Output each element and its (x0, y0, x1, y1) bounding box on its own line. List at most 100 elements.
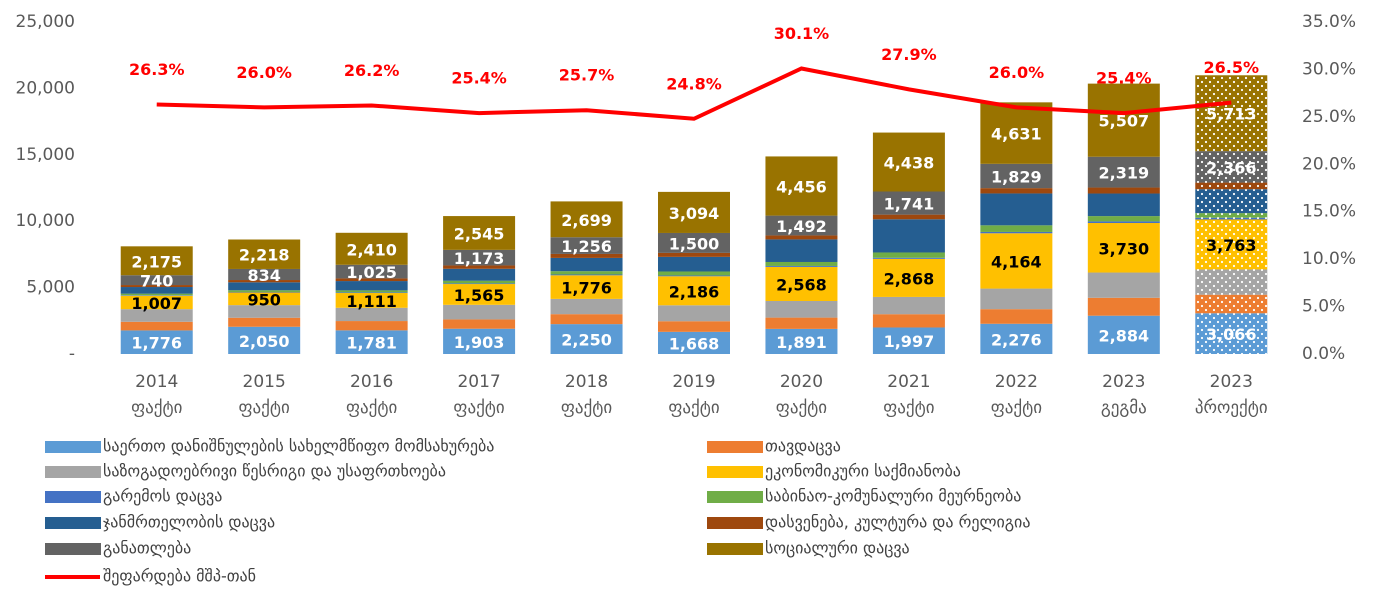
x-tick-label: 2022 ფაქტი (991, 372, 1042, 418)
bar-segment (765, 265, 838, 267)
bar-segment (120, 295, 193, 310)
bar-segment (443, 284, 516, 305)
x-tick-label: 2020 ფაქტი (776, 372, 827, 418)
bar-segment (228, 326, 301, 354)
bar-segment (120, 293, 193, 296)
y-tick-label: 20,000 (16, 78, 75, 98)
legend-label: თავდაცვა (765, 437, 841, 456)
bar-segment (550, 253, 623, 258)
data-label: 3,094 (669, 204, 720, 223)
bar-pattern (1195, 75, 1268, 152)
bar-segment (765, 266, 838, 301)
bar-segment (658, 275, 730, 277)
data-label: 5,507 (1099, 112, 1150, 131)
line-label: 25.7% (559, 66, 615, 85)
bar-segment (765, 215, 838, 236)
data-label: 1,007 (131, 294, 182, 313)
bar-pattern (1195, 182, 1268, 190)
bar-segment (658, 276, 730, 306)
y-tick-label: 10,000 (16, 211, 75, 231)
legend-label: სოციალური დაცვა (765, 539, 910, 558)
bar-segment (658, 191, 730, 233)
x-tick-label: 2019 ფაქტი (668, 372, 719, 418)
bar-segment (443, 268, 516, 281)
y2-tick-label: 15.0% (1302, 202, 1356, 222)
bar-pattern (1195, 294, 1268, 314)
bar-segment (765, 235, 838, 240)
bar-segment (120, 309, 193, 322)
bar-segment (872, 314, 945, 328)
data-label: 3,763 (1206, 236, 1257, 255)
y2-tick-label: 35.0% (1302, 12, 1356, 32)
bar-segment (1087, 187, 1160, 194)
data-label: 1,256 (561, 237, 612, 256)
bar-segment (658, 331, 730, 354)
bar-segment (443, 280, 516, 284)
data-label: 834 (247, 266, 280, 285)
bar-segment (658, 232, 730, 253)
bar-segment (228, 305, 301, 318)
data-label: 1,500 (669, 234, 720, 253)
x-tick-label: 2014 ფაქტი (131, 372, 182, 418)
bar-segment (550, 314, 623, 325)
bar-segment (872, 296, 945, 315)
bar-segment (443, 319, 516, 329)
bar-segment (658, 256, 730, 272)
data-label: 1,776 (561, 279, 612, 298)
bar-pattern (1195, 151, 1268, 183)
data-label: 2,175 (131, 252, 182, 271)
bar-segment (765, 300, 838, 318)
line-label: 25.4% (1096, 69, 1152, 88)
bar-segment (1087, 83, 1160, 157)
legend-swatch (707, 543, 763, 555)
bar-segment (120, 285, 193, 288)
legend-label: განათლება (103, 539, 191, 558)
legend-label: გარემოს დაცვა (103, 487, 222, 506)
bar-segment (228, 290, 301, 292)
bar-segment (1087, 272, 1160, 298)
data-label: 3,066 (1206, 325, 1257, 344)
bar-segment (120, 330, 193, 354)
data-label: 1,997 (884, 332, 935, 351)
data-label: 2,699 (561, 211, 612, 230)
bar-segment (1087, 193, 1160, 217)
bar-segment (980, 163, 1053, 189)
bar-segment (980, 188, 1053, 194)
bar-segment (335, 330, 408, 354)
line-label: 26.2% (344, 61, 400, 80)
data-label: 1,173 (454, 249, 505, 268)
bar-segment (1087, 315, 1160, 354)
legend-swatch (45, 517, 101, 529)
data-label: 1,891 (776, 333, 827, 352)
data-label: 4,631 (991, 125, 1042, 144)
bar-pattern (1195, 213, 1268, 218)
bar-segment (335, 281, 408, 291)
bar-segment (980, 233, 1053, 289)
bar-segment (765, 317, 838, 329)
data-label: 740 (140, 272, 173, 291)
data-label: 2,545 (454, 224, 505, 243)
bar-segment (765, 156, 838, 216)
bar-segment (980, 102, 1053, 164)
line-label: 26.0% (989, 63, 1045, 82)
y2-tick-label: 20.0% (1302, 154, 1356, 174)
legend-swatch (45, 441, 101, 453)
x-tick-label: 2015 ფაქტი (239, 372, 290, 418)
bar-segment (980, 288, 1053, 310)
bar-segment (550, 324, 623, 354)
legend-swatch (707, 441, 763, 453)
bar-segment (120, 275, 193, 286)
line (156, 66, 1232, 121)
legend-swatch (707, 517, 763, 529)
legend-label: დასვენება, კულტურა და რელიგია (765, 513, 1030, 532)
data-label: 4,438 (884, 154, 935, 173)
bar-segment (335, 232, 408, 265)
data-label: 2,276 (991, 330, 1042, 349)
legend-label: საზოგადოებრივი წესრიგი და უსაფრთხოება (103, 462, 446, 481)
line-label: 30.1% (774, 24, 830, 43)
bar-segment (980, 193, 1053, 226)
bar-segment (120, 246, 193, 276)
bar-segment (228, 292, 301, 306)
x-tick-label: 2023 პროექტი (1195, 372, 1268, 418)
